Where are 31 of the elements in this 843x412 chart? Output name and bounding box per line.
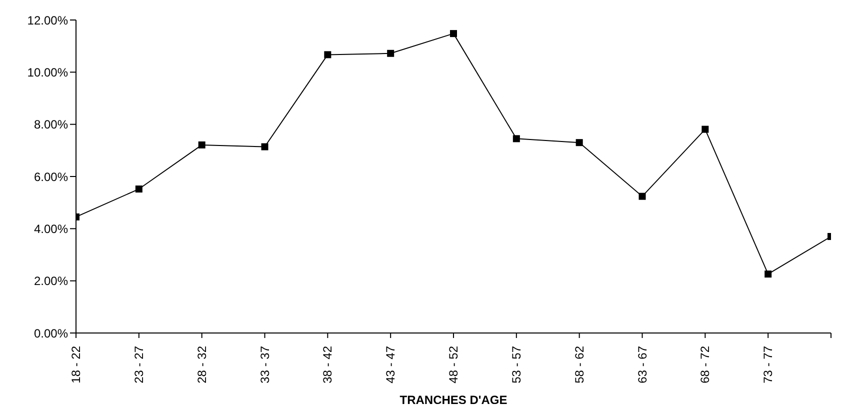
y-tick-label: 2.00% [34, 274, 68, 288]
point [576, 139, 583, 146]
x-tick-label: 73 - 77 [761, 346, 776, 384]
point [387, 50, 394, 57]
y-tick-label: 0.00% [34, 326, 68, 340]
point [638, 192, 646, 200]
point [135, 186, 142, 193]
x-tick-label: 28 - 32 [194, 346, 209, 384]
point [324, 51, 332, 58]
x-tick-label: 43 - 47 [384, 346, 398, 384]
y-tick-label: 6.00% [34, 170, 68, 184]
x-tick-label: 23 - 27 [132, 346, 146, 384]
x-tick-label: 18 - 22 [69, 346, 83, 384]
x-tick-label: 38 - 42 [320, 346, 335, 384]
x-tick-label: 58 - 62 [572, 346, 586, 384]
x-tick-label: 68 - 72 [698, 346, 712, 384]
y-tick-label: 10.00% [27, 65, 68, 80]
point [450, 30, 457, 38]
point [764, 270, 772, 278]
y-tick-label: 4.00% [34, 222, 68, 236]
y-tick-label: 8.00% [34, 118, 68, 132]
y-tick-label: 12.00% [27, 13, 68, 28]
point [198, 141, 206, 148]
x-tick-label: 33 - 37 [258, 346, 272, 384]
point [702, 126, 709, 133]
point [512, 135, 520, 142]
x-tick-label: 63 - 67 [635, 346, 650, 384]
point [261, 143, 268, 150]
x-tick-label: 48 - 52 [446, 346, 460, 384]
x-tick-label: 53 - 57 [509, 346, 524, 384]
x-axis-title: TRANCHES D'AGE [400, 393, 508, 407]
